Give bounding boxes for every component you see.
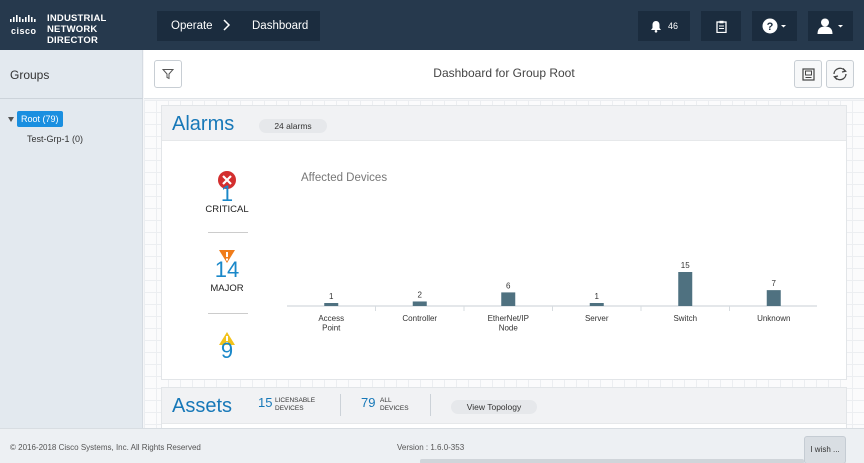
licensable-label-line2: DEVICES (275, 404, 304, 412)
severity-divider (208, 232, 248, 233)
all-devices-count[interactable]: 79 (361, 395, 376, 410)
alarm-count-pill[interactable]: 24 alarms (259, 119, 327, 133)
licensable-count[interactable]: 15 (258, 395, 273, 410)
horizontal-scrollbar[interactable] (420, 459, 804, 463)
notifications-button[interactable]: 46 (638, 11, 690, 41)
critical-label: CRITICAL (205, 204, 249, 215)
chart-tick-label: Switch (673, 314, 697, 323)
view-topology-button[interactable]: View Topology (451, 400, 537, 414)
minor-alarm-icon (219, 332, 235, 345)
product-name-line1: INDUSTRIAL (47, 13, 107, 24)
breadcrumb-chevron-icon (223, 19, 231, 34)
all-devices-label-line2: DEVICES (380, 404, 409, 412)
version-text: Version : 1.6.0-353 (397, 443, 465, 452)
dashboard-content: Alarms 24 alarms 1 CRITICAL 14 MAJOR (144, 100, 864, 428)
help-icon: ? (762, 18, 786, 34)
chart-data-label: 7 (772, 279, 777, 288)
licensable-label: LICENSABLE DEVICES (275, 397, 315, 412)
product-name-line2: NETWORK DIRECTOR (47, 24, 99, 46)
minor-count: 9 (220, 338, 234, 363)
groups-sidebar: Groups Root (79) Test-Grp-1 (0) (0, 50, 143, 428)
copyright-text: © 2016-2018 Cisco Systems, Inc. All Righ… (10, 443, 201, 452)
clipboard-icon (715, 20, 727, 33)
breadcrumb-operate[interactable]: Operate (171, 20, 213, 32)
alarms-panel: Alarms 24 alarms 1 CRITICAL 14 MAJOR (161, 105, 847, 380)
tree-expand-icon[interactable] (8, 117, 14, 122)
top-bar: cisco INDUSTRIAL NETWORK DIRECTOR Operat… (0, 0, 864, 50)
chart-tick-label: Access Point (318, 314, 344, 331)
chart-data-label: 1 (595, 292, 600, 301)
user-menu-button[interactable] (808, 11, 853, 41)
chart-tick-label: Server (585, 314, 609, 323)
breadcrumb: Operate Dashboard (157, 11, 320, 41)
groups-title: Groups (10, 68, 50, 82)
breadcrumb-dashboard[interactable]: Dashboard (252, 20, 309, 32)
tasks-button[interactable] (701, 11, 741, 41)
filter-icon (162, 69, 174, 80)
major-label: MAJOR (210, 283, 244, 294)
main-header: Dashboard for Group Root (144, 50, 864, 99)
chart-data-label: 15 (681, 261, 690, 270)
assets-panel-header: Assets 15 LICENSABLE DEVICES 79 ALL DEVI… (162, 388, 846, 424)
critical-count: 1 (220, 181, 234, 206)
critical-alarm-icon (218, 171, 236, 189)
all-devices-label: ALL DEVICES (380, 397, 409, 412)
chart-bar[interactable] (766, 290, 781, 306)
page-title: Dashboard for Group Root (433, 66, 575, 80)
chart-title: Affected Devices (301, 172, 388, 184)
tree-node-root[interactable]: Root (79) (17, 111, 63, 127)
cisco-wordmark: cisco (11, 26, 37, 36)
refresh-icon (833, 67, 847, 81)
alarms-title: Alarms (172, 113, 235, 135)
filter-button[interactable] (154, 60, 182, 88)
i-wish-button[interactable]: I wish ... (804, 436, 846, 463)
chart-tick-label: EtherNet/IP Node (488, 314, 529, 331)
chart-bar[interactable] (412, 301, 427, 306)
alarms-panel-header: Alarms 24 alarms (162, 106, 846, 141)
severity-minor[interactable]: 9 (202, 331, 252, 363)
stat-divider (340, 394, 341, 416)
bell-icon (650, 20, 661, 33)
major-alarm-icon (219, 250, 235, 263)
major-count: 14 (214, 257, 240, 282)
severity-divider (208, 313, 248, 314)
chart-bar[interactable] (678, 272, 693, 306)
all-devices-label-line1: ALL (380, 397, 392, 404)
chart-bar[interactable] (501, 292, 516, 306)
user-icon (817, 18, 843, 34)
licensable-label-line1: LICENSABLE (275, 397, 316, 404)
affected-devices-chart: 1 Access Point 2 Controller 6 EtherNet/IP Node 1… (287, 261, 817, 331)
chart-data-label: 1 (329, 292, 334, 301)
severity-major[interactable]: 14 MAJOR (202, 249, 252, 294)
notifications-count: 46 (667, 21, 678, 31)
dashboard-settings-button[interactable] (794, 60, 822, 88)
tree-node-test-grp-1[interactable]: Test-Grp-1 (0) (27, 134, 84, 144)
severity-critical[interactable]: 1 CRITICAL (202, 170, 252, 215)
assets-panel: Assets 15 LICENSABLE DEVICES 79 ALL DEVI… (161, 387, 847, 428)
dashboard-layout-icon (801, 67, 815, 81)
chart-bar[interactable] (589, 303, 604, 306)
chart-data-label: 6 (506, 281, 511, 290)
chart-bar[interactable] (324, 303, 339, 306)
svg-text:?: ? (766, 21, 773, 33)
footer: © 2016-2018 Cisco Systems, Inc. All Righ… (0, 428, 864, 463)
chart-tick-label: Controller (402, 314, 437, 323)
refresh-button[interactable] (826, 60, 854, 88)
chart-tick-label: Unknown (757, 314, 790, 323)
cisco-bars-icon (10, 15, 36, 22)
stat-divider (430, 394, 431, 416)
cisco-logo[interactable]: cisco INDUSTRIAL NETWORK DIRECTOR (10, 12, 145, 46)
help-button[interactable]: ? (752, 11, 797, 41)
chart-data-label: 2 (418, 290, 423, 299)
assets-title: Assets (172, 395, 233, 417)
groups-header: Groups (0, 50, 143, 99)
product-name: INDUSTRIAL NETWORK DIRECTOR (47, 13, 145, 46)
